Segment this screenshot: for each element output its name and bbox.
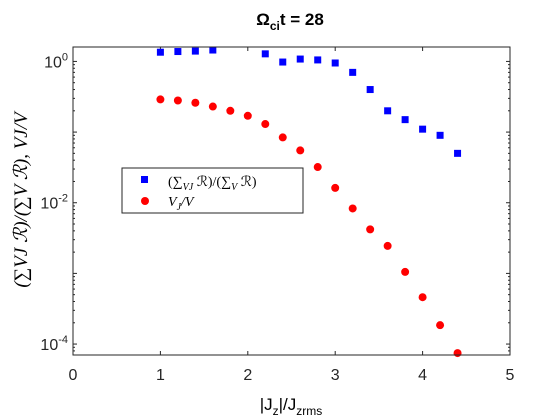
legend-v-tail: /V	[180, 195, 195, 210]
legend-open-paren: (	[168, 175, 173, 190]
square-data-point	[279, 58, 287, 66]
circle-data-point	[156, 95, 165, 104]
square-data-point	[436, 131, 444, 139]
legend-v-sub: J	[177, 202, 182, 213]
x-tick-label: 5	[506, 367, 515, 384]
square-data-point	[454, 149, 462, 157]
circle-data-point	[348, 204, 357, 213]
y-axis-label: (∑VJ ℛ)/(∑V ℛ), VJ/V	[11, 110, 32, 288]
axes-frame	[72, 46, 511, 356]
x-tick-label: 4	[418, 367, 427, 384]
chart-title: Ωcit = 28	[256, 10, 324, 33]
square-data-point	[384, 107, 392, 115]
square-data-point	[156, 48, 164, 56]
legend-sum2: ∑	[221, 175, 231, 190]
circle-data-point	[366, 225, 375, 234]
title-tail: t = 28	[280, 10, 324, 29]
square-data-point	[314, 56, 322, 64]
circle-data-point	[173, 96, 182, 105]
square-data-point	[209, 46, 217, 54]
legend-mid: ℛ)/(	[193, 175, 221, 190]
square-data-point	[419, 125, 427, 133]
title-omega: Ω	[256, 10, 270, 29]
circle-data-point	[313, 163, 322, 172]
circle-data-point	[418, 293, 427, 302]
circle-data-point	[383, 241, 392, 250]
x-axis-label: |Jz|/Jzrms	[260, 395, 323, 418]
x-tick-label: 0	[69, 367, 78, 384]
x-label-sub1: z	[273, 404, 279, 418]
legend-entry-rsum: (∑VJ ℛ)/(∑V ℛ)	[168, 175, 257, 193]
x-label-part1: |J	[260, 395, 273, 414]
square-data-point	[174, 48, 182, 56]
square-data-point	[191, 47, 199, 55]
legend-entry-volume: VJ/V	[168, 195, 195, 213]
legend-tail: ℛ)	[237, 175, 257, 190]
axis-ticks: 0 1 2 3 4 5 100 10-2 10-4	[40, 47, 515, 384]
legend-sum-sub: VJ	[183, 182, 194, 193]
title-subscript: ci	[270, 19, 280, 33]
x-label-part2: |/J	[279, 395, 297, 414]
square-data-point	[261, 50, 269, 58]
square-data-point	[366, 86, 374, 94]
y-tick-label: 10-4	[40, 334, 68, 354]
circle-data-point	[453, 349, 462, 358]
circle-data-point	[278, 133, 287, 142]
legend-sum: ∑	[173, 175, 183, 190]
legend-box	[121, 167, 304, 214]
circle-data-point	[296, 146, 305, 155]
square-data-point	[296, 55, 304, 63]
circle-data-point	[243, 111, 252, 120]
legend-marker-circle	[141, 197, 149, 205]
x-tick-label: 3	[331, 367, 340, 384]
x-tick-label: 1	[156, 367, 165, 384]
square-data-point	[349, 68, 357, 76]
legend-sum2-sub: V	[231, 182, 239, 193]
circle-data-point	[226, 106, 235, 115]
circle-data-point	[208, 102, 217, 111]
legend-marker-square	[141, 176, 148, 183]
circle-data-point	[331, 183, 340, 192]
x-label-sub2: zrms	[296, 404, 322, 418]
y-tick-label: 100	[44, 51, 68, 71]
x-tick-label: 2	[243, 367, 252, 384]
circle-data-point	[436, 321, 445, 330]
circle-data-point	[261, 120, 270, 129]
legend-v: V	[168, 195, 178, 210]
y-tick-label: 10-2	[40, 193, 68, 213]
square-data-point	[401, 116, 409, 124]
circle-data-point	[401, 267, 410, 276]
circle-data-point	[191, 98, 200, 107]
square-data-point	[331, 59, 339, 67]
legend: (∑VJ ℛ)/(∑V ℛ) VJ/V	[121, 167, 304, 214]
